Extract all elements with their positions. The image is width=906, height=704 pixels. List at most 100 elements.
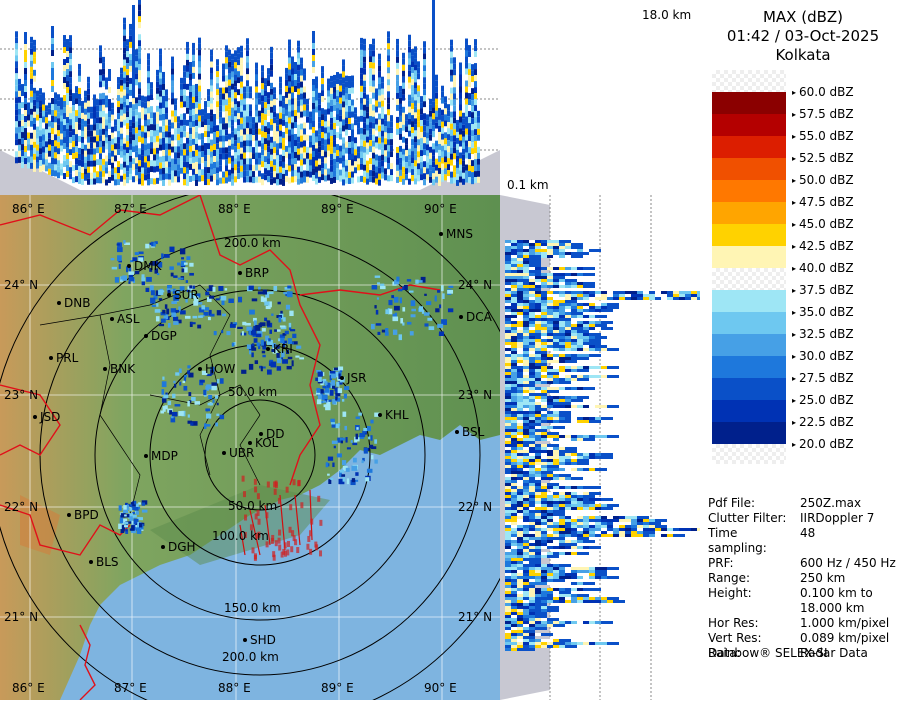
echo-pixel (505, 255, 511, 258)
echo-pixel (321, 174, 324, 180)
echo-pixel (637, 516, 643, 519)
echo-pixel (517, 546, 523, 549)
echo-pixel (547, 255, 553, 258)
echo-pixel (257, 342, 260, 346)
echo-pixel (577, 321, 583, 324)
echo-pixel (631, 294, 637, 297)
echo-pixel (613, 375, 619, 378)
echo-pixel (300, 154, 303, 160)
echo-pixel (691, 291, 697, 294)
echo-pixel (541, 378, 547, 381)
echo-pixel (613, 291, 619, 294)
echo-pixel (312, 73, 315, 79)
echo-pixel (169, 247, 174, 252)
echo-pixel (553, 468, 559, 471)
echo-pixel (535, 615, 541, 618)
echo-pixel (444, 126, 447, 132)
echo-pixel (119, 264, 121, 269)
echo-pixel (423, 41, 426, 47)
echo-pixel (201, 157, 204, 163)
echo-pixel (456, 156, 459, 162)
echo-pixel (529, 315, 535, 318)
echo-pixel (565, 450, 571, 453)
echo-pixel (279, 83, 282, 89)
echo-pixel (183, 161, 186, 167)
echo-pixel (559, 588, 565, 591)
echo-pixel (396, 105, 399, 111)
echo-pixel (348, 166, 351, 172)
echo-pixel (183, 173, 186, 179)
echo-pixel (625, 519, 631, 522)
echo-pixel (186, 66, 189, 72)
echo-pixel (571, 279, 577, 282)
echo-pixel (517, 240, 523, 243)
echo-pixel (511, 618, 517, 621)
echo-pixel (363, 51, 366, 57)
echo-pixel (156, 136, 159, 142)
echo-pixel (505, 636, 511, 639)
echo-pixel (577, 297, 583, 300)
echo-pixel (402, 137, 405, 143)
echo-pixel (369, 56, 372, 62)
echo-pixel (553, 255, 559, 258)
echo-pixel (225, 93, 228, 99)
echo-pixel (565, 528, 571, 531)
echo-pixel (231, 66, 234, 72)
echo-pixel (595, 309, 601, 312)
echo-pixel (420, 114, 423, 120)
echo-pixel (477, 153, 480, 159)
echo-pixel (535, 279, 541, 282)
echo-pixel (372, 99, 375, 105)
echo-pixel (72, 105, 75, 111)
echo-pixel (432, 143, 435, 149)
echo-pixel (535, 468, 541, 471)
echo-pixel (252, 343, 254, 346)
echo-pixel (459, 177, 462, 183)
echo-pixel (523, 468, 529, 471)
echo-pixel (297, 119, 300, 125)
echo-pixel (529, 351, 535, 354)
echo-pixel (141, 180, 144, 186)
echo-pixel (553, 417, 559, 420)
echo-pixel (589, 273, 595, 276)
echo-pixel (535, 345, 541, 348)
echo-pixel (447, 128, 450, 134)
echo-pixel (685, 291, 691, 294)
echo-pixel (607, 498, 613, 501)
echo-pixel (189, 263, 193, 267)
echo-pixel (300, 82, 303, 88)
echo-pixel (198, 92, 201, 98)
echo-pixel (565, 591, 571, 594)
echo-pixel (408, 83, 411, 89)
echo-pixel (583, 294, 589, 297)
echo-pixel (453, 105, 456, 111)
echo-pixel (387, 121, 390, 127)
echo-pixel (309, 118, 312, 124)
radar-map-svg[interactable]: 86° E86° E87° E87° E88° E88° E89° E89° E… (0, 195, 500, 700)
echo-pixel (333, 81, 336, 87)
echo-pixel (288, 178, 291, 184)
echo-pixel (270, 143, 273, 149)
echo-pixel (357, 134, 360, 140)
echo-pixel (126, 87, 129, 93)
echo-pixel (300, 106, 303, 112)
echo-pixel (258, 291, 263, 294)
echo-pixel (541, 600, 547, 603)
echo-pixel (517, 255, 523, 258)
echo-pixel (21, 144, 24, 150)
echo-pixel (565, 531, 571, 534)
echo-pixel (577, 534, 583, 537)
echo-pixel (529, 348, 535, 351)
echo-pixel (541, 318, 547, 321)
echo-pixel (152, 305, 156, 307)
echo-pixel (505, 312, 511, 315)
echo-pixel (559, 336, 565, 339)
echo-pixel (156, 148, 159, 154)
echo-pixel (177, 140, 180, 146)
echo-pixel (529, 417, 535, 420)
echo-pixel (93, 118, 96, 124)
echo-pixel (535, 570, 541, 573)
echo-pixel (261, 137, 264, 143)
echo-pixel (535, 309, 541, 312)
